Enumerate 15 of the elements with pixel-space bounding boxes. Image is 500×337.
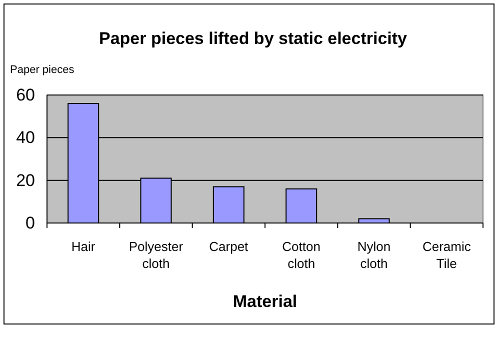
x-tick-label: Ceramic Tile: [422, 239, 472, 271]
x-axis-title: Material: [232, 292, 298, 311]
x-tick-label: Cotton cloth: [282, 239, 320, 271]
x-tick-label: Nylon cloth: [357, 239, 391, 271]
x-tick-label: Hair: [71, 239, 96, 254]
x-tick-label: Polyester cloth: [128, 239, 184, 271]
bar: [212, 186, 244, 224]
x-tick-label: Carpet: [209, 239, 249, 254]
y-tick-label: 60: [16, 85, 35, 104]
bar: [286, 188, 318, 224]
y-tick-label: 0: [26, 213, 35, 232]
y-tick-label: 40: [16, 128, 35, 148]
y-axis-title: Paper pieces: [10, 64, 75, 76]
y-tick-label: 20: [16, 170, 35, 190]
chart-title: Paper pieces lifted by static electricity: [98, 29, 408, 48]
